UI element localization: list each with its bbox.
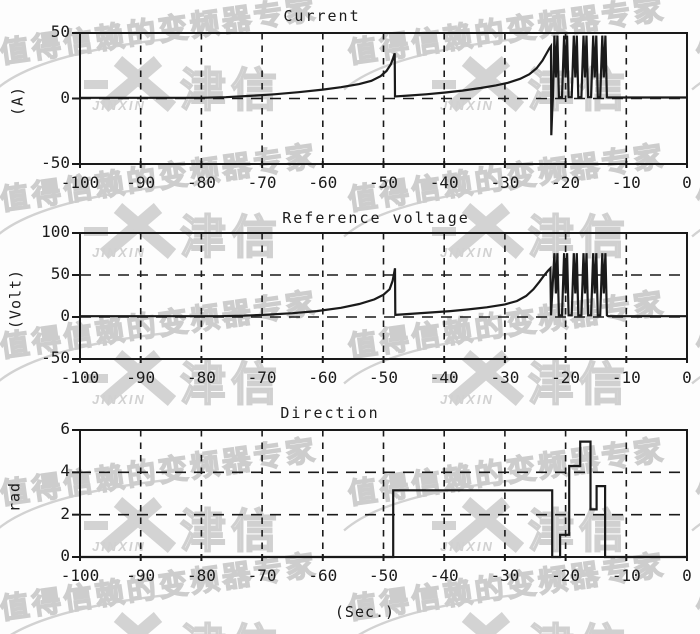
jinxin-wordmark-en: JINXIN xyxy=(92,539,146,554)
watermark-swoosh-arc xyxy=(343,479,515,532)
jinxin-wordmark-en: JINXIN xyxy=(440,392,494,407)
current-chart xyxy=(72,32,688,168)
watermark-swoosh-arc xyxy=(0,594,167,634)
watermark-swoosh-arc xyxy=(0,185,167,238)
jinxin-wordmark-en: JINXIN xyxy=(92,392,146,407)
direction-chart xyxy=(72,429,688,561)
jinxin-x-icon xyxy=(84,497,176,553)
watermark-swoosh-arc xyxy=(0,332,167,385)
watermark-swoosh-arc xyxy=(343,38,515,91)
jinxin-wordmark-cn: 津信 xyxy=(527,610,630,634)
watermark-swoosh-arc xyxy=(343,594,515,634)
jinxin-wordmark-en: JINXIN xyxy=(92,98,146,113)
jinxin-wordmark-en: JINXIN xyxy=(92,245,146,260)
jinxin-x-icon xyxy=(432,497,524,553)
current-chart-trace xyxy=(80,35,687,136)
jinxin-x-icon xyxy=(113,612,163,634)
watermark-swoosh-arc xyxy=(343,332,515,385)
jinxin-wordmark-en: JINXIN xyxy=(440,539,494,554)
jinxin-x-icon xyxy=(432,203,524,259)
jinxin-logo: JINXIN 津信 xyxy=(84,348,314,414)
direction-chart-trace xyxy=(80,440,687,559)
jinxin-x-icon xyxy=(84,350,176,406)
jinxin-wordmark-cn: 津信 xyxy=(179,356,282,412)
jinxin-x-icon xyxy=(84,56,176,112)
jinxin-x-icon xyxy=(461,612,511,634)
reference-voltage-chart-trace xyxy=(80,253,687,318)
jinxin-wordmark-cn: 津信 xyxy=(527,503,630,559)
jinxin-x-icon xyxy=(84,203,176,259)
jinxin-wordmark-cn: 津信 xyxy=(527,356,630,412)
watermark-swoosh-arc xyxy=(0,38,167,91)
watermark-swoosh-arc xyxy=(343,185,515,238)
watermark-swoosh-arc xyxy=(0,479,167,532)
jinxin-wordmark-en: JINXIN xyxy=(440,245,494,260)
jinxin-x-icon xyxy=(432,350,524,406)
jinxin-wordmark-en: JINXIN xyxy=(440,98,494,113)
jinxin-wordmark-cn: 津信 xyxy=(179,610,282,634)
jinxin-logo: JINXIN 津信 xyxy=(432,495,662,561)
reference-voltage-chart xyxy=(72,232,688,363)
jinxin-logo: JINXIN 津信 xyxy=(432,348,662,414)
